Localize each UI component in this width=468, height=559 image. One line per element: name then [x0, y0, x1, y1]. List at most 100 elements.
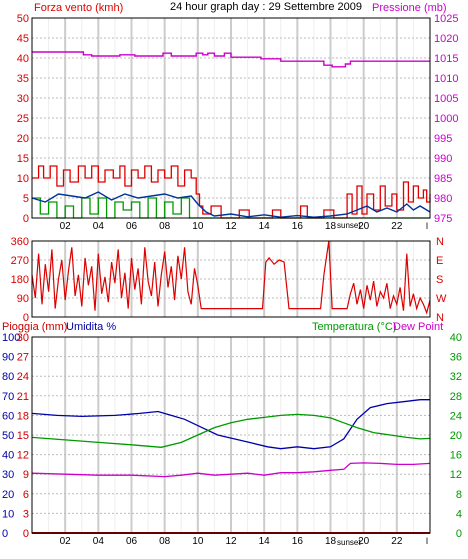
direction-compass-4: N [436, 236, 444, 248]
weather-xtick-16: 16 [292, 536, 304, 547]
humidity-ytick-40: 40 [2, 450, 14, 462]
direction-ytick-90: 90 [17, 293, 29, 305]
direction-ytick-360: 360 [11, 236, 29, 248]
wind-series [31, 51, 431, 219]
humidity-axis-title: Umidita % [66, 321, 116, 333]
humidity-line [31, 399, 430, 450]
wind-xtick-end: l [426, 221, 428, 231]
weather-grid [32, 337, 430, 533]
wind-xtick-18: 18 [325, 221, 337, 232]
direction-compass-1: W [436, 293, 447, 305]
temperature-ytick-16: 16 [450, 450, 462, 462]
weather-xtick-06: 06 [126, 536, 138, 547]
weather-xtick-08: 08 [159, 536, 171, 547]
wind-xtick-20: 20 [358, 221, 370, 232]
sunset-label: sunset [337, 221, 361, 230]
weather-xtick-end: l [426, 536, 428, 546]
wind-xtick-22: 22 [391, 221, 403, 232]
direction-ytick-180: 180 [11, 274, 29, 286]
rain-ytick-9: 9 [23, 469, 29, 481]
humidity-ytick-90: 90 [2, 352, 14, 364]
wind-grid [32, 18, 430, 218]
humidity-ytick-10: 10 [2, 508, 14, 520]
pressure-ytick-975: 975 [434, 213, 452, 225]
wind-xtick-12: 12 [225, 221, 237, 232]
pressure-ytick-980: 980 [434, 193, 452, 205]
pressure-line [32, 51, 430, 68]
weather-plot-frame [31, 336, 431, 534]
dewpoint-axis-title: Dew Point [393, 321, 443, 333]
wind-ytick-10: 10 [17, 173, 29, 185]
rain-ytick-12: 12 [17, 450, 29, 462]
direction-ytick-0: 0 [23, 312, 29, 324]
pressure-ytick-995: 995 [434, 133, 452, 145]
wind-xtick-08: 08 [159, 221, 171, 232]
dewpoint-line [31, 462, 431, 478]
direction-plot-frame [31, 240, 431, 318]
wind-ytick-20: 20 [17, 133, 29, 145]
chart-date-title: 24 hour graph day : 29 Settembre 2009 [170, 1, 362, 13]
pressure-ytick-1010: 1010 [434, 73, 458, 85]
wind-xtick-14: 14 [259, 221, 271, 232]
humidity-ytick-70: 70 [2, 391, 14, 403]
wind-ytick-30: 30 [17, 93, 29, 105]
humidity-ytick-30: 30 [2, 469, 14, 481]
temperature-axis-title: Temperatura (°C) [312, 321, 396, 333]
wind-direction-line [31, 240, 431, 315]
direction-ytick-270: 270 [11, 255, 29, 267]
wind-gust-line [32, 165, 431, 219]
wind-ytick-25: 25 [17, 113, 29, 125]
rain-ytick-0: 0 [23, 528, 29, 540]
rain-ytick-30: 30 [17, 332, 29, 344]
direction-compass-3: E [436, 255, 443, 267]
pressure-ytick-1000: 1000 [434, 113, 458, 125]
temperature-ytick-12: 12 [450, 469, 462, 481]
pressure-ytick-1020: 1020 [434, 33, 458, 45]
rain-ytick-18: 18 [17, 410, 29, 422]
weather-xtick-14: 14 [259, 536, 271, 547]
wind-xtick-04: 04 [93, 221, 105, 232]
weather-xtick-20: 20 [358, 536, 370, 547]
pressure-ytick-990: 990 [434, 153, 452, 165]
wind-ytick-0: 0 [23, 213, 29, 225]
temperature-ytick-28: 28 [450, 391, 462, 403]
weather-xtick-04: 04 [93, 536, 105, 547]
humidity-ytick-80: 80 [2, 371, 14, 383]
direction-grid [32, 241, 430, 317]
wind-ytick-5: 5 [23, 193, 29, 205]
direction-compass-2: S [436, 274, 443, 286]
direction-compass-0: N [436, 312, 444, 324]
humidity-ytick-60: 60 [2, 410, 14, 422]
sunset-label-bottom: sunset [337, 538, 361, 547]
wind-ytick-15: 15 [17, 153, 29, 165]
rain-ytick-6: 6 [23, 489, 29, 501]
humidity-ytick-20: 20 [2, 489, 14, 501]
wind-pressure-chart: Forza vento (kmh) 24 hour graph day : 29… [17, 1, 459, 232]
temperature-ytick-32: 32 [450, 371, 462, 383]
humidity-ytick-0: 0 [2, 528, 8, 540]
pressure-axis-title: Pressione (mb) [372, 2, 447, 14]
humidity-ytick-50: 50 [2, 430, 14, 442]
pressure-ytick-1015: 1015 [434, 53, 458, 65]
wind-xtick-16: 16 [292, 221, 304, 232]
temperature-ytick-20: 20 [450, 430, 462, 442]
wind-ytick-50: 50 [17, 13, 29, 25]
weather-xtick-10: 10 [192, 536, 204, 547]
pressure-ytick-1005: 1005 [434, 93, 458, 105]
weather-xtick-22: 22 [391, 536, 403, 547]
rain-ytick-24: 24 [17, 371, 29, 383]
weather-xtick-18: 18 [325, 536, 337, 547]
temperature-ytick-0: 0 [456, 528, 462, 540]
wind-ytick-35: 35 [17, 73, 29, 85]
weather-xtick-02: 02 [60, 536, 72, 547]
wind-average-line [31, 191, 431, 218]
wind-xtick-06: 06 [126, 221, 138, 232]
pressure-ytick-985: 985 [434, 173, 452, 185]
temperature-ytick-40: 40 [450, 332, 462, 344]
rain-ytick-3: 3 [23, 508, 29, 520]
wind-xtick-10: 10 [192, 221, 204, 232]
rain-ytick-21: 21 [17, 391, 29, 403]
